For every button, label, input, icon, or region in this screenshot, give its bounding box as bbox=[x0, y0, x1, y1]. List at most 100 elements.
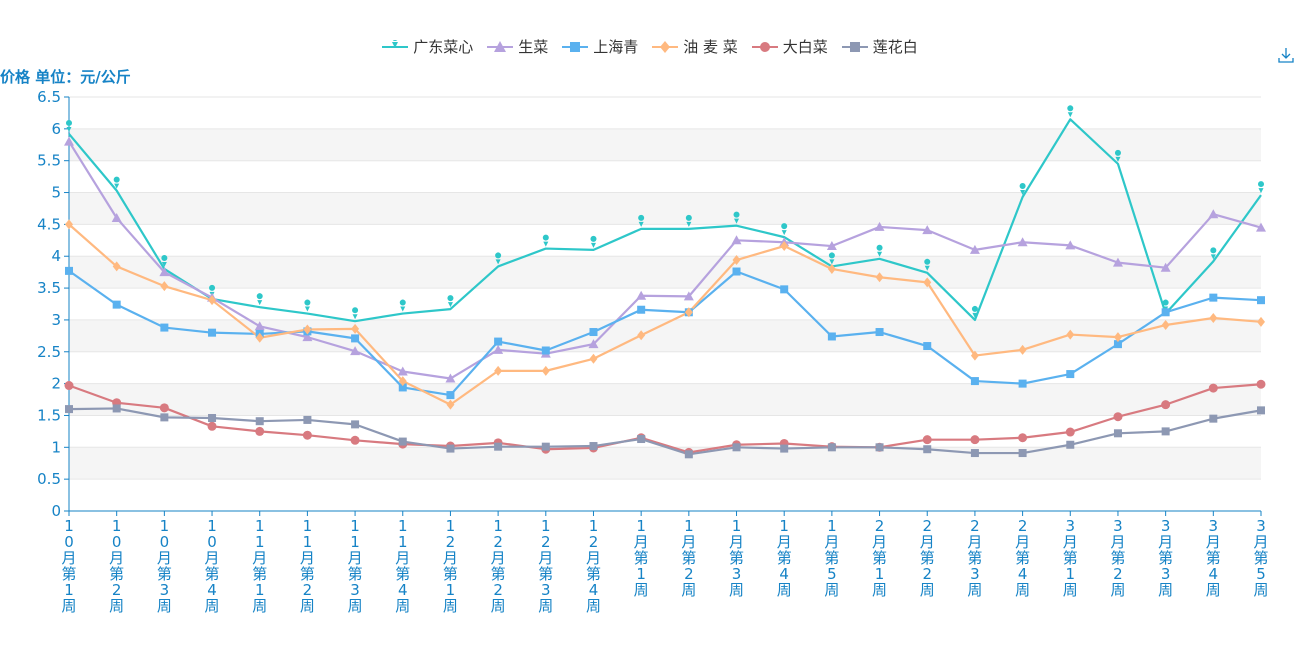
data-point-1 bbox=[1017, 237, 1028, 247]
data-point-1 bbox=[874, 221, 885, 231]
data-point-1 bbox=[683, 291, 694, 301]
y-tick-label: 5 bbox=[51, 184, 61, 202]
data-point-5 bbox=[923, 445, 932, 454]
data-point-3 bbox=[589, 353, 598, 364]
data-point-2 bbox=[65, 266, 73, 275]
x-tick-label: 1 0 月第 1 周 bbox=[61, 517, 76, 615]
x-tick-label: 1 月第 1 周 bbox=[634, 517, 649, 599]
data-point-5 bbox=[1018, 449, 1027, 458]
legend-item[interactable]: 油 麦 菜 bbox=[652, 36, 738, 57]
data-point-4 bbox=[64, 381, 74, 391]
grid-band bbox=[69, 447, 1261, 480]
data-point-0 bbox=[781, 223, 788, 236]
y-tick-label: 4 bbox=[51, 247, 61, 265]
x-tick-label: 2 月第 3 周 bbox=[967, 517, 982, 599]
data-point-2 bbox=[160, 323, 169, 332]
data-point-2 bbox=[780, 285, 789, 294]
legend-item[interactable]: 莲花白 bbox=[841, 36, 918, 57]
data-point-3 bbox=[1209, 313, 1218, 324]
chart-legend: 广东菜心 生菜 上海青 油 麦 菜 大白菜 莲花白 bbox=[0, 36, 1300, 57]
data-point-0 bbox=[1258, 181, 1265, 194]
data-point-2 bbox=[923, 342, 932, 351]
y-axis-unit-label: 价格 单位：元/公斤 bbox=[0, 68, 131, 86]
series-line-1 bbox=[68, 141, 1262, 380]
data-point-1 bbox=[1160, 262, 1171, 272]
x-tick-label: 2 月第 4 周 bbox=[1015, 517, 1030, 599]
data-point-1 bbox=[731, 235, 742, 245]
y-tick-label: 4.5 bbox=[37, 215, 61, 233]
data-point-0 bbox=[828, 252, 835, 265]
legend-label: 广东菜心 bbox=[413, 38, 474, 56]
data-point-1 bbox=[111, 213, 122, 223]
x-tick-label: 1 1 月第 3 周 bbox=[348, 517, 363, 615]
data-point-0 bbox=[1019, 182, 1026, 195]
data-point-5 bbox=[160, 413, 169, 422]
data-point-0 bbox=[161, 254, 168, 267]
x-tick-label: 3 月第 1 周 bbox=[1063, 517, 1078, 599]
data-point-0 bbox=[66, 119, 73, 132]
data-point-0 bbox=[924, 258, 931, 271]
data-point-4 bbox=[922, 435, 932, 445]
legend-item[interactable]: 上海青 bbox=[562, 36, 638, 57]
legend-item[interactable]: 生菜 bbox=[487, 36, 548, 57]
data-point-0 bbox=[447, 295, 454, 308]
data-point-0 bbox=[256, 293, 263, 306]
data-point-2 bbox=[1161, 308, 1170, 317]
data-point-1 bbox=[445, 373, 456, 383]
x-tick-label: 1 月第 5 周 bbox=[824, 517, 839, 599]
data-point-4 bbox=[1065, 427, 1075, 437]
x-tick-label: 1 月第 3 周 bbox=[729, 517, 744, 599]
data-point-2 bbox=[1018, 379, 1027, 388]
data-point-1 bbox=[493, 344, 504, 354]
legend-item[interactable]: 大白菜 bbox=[751, 36, 828, 57]
data-point-1 bbox=[1112, 257, 1123, 267]
x-tick-label: 1 2 月第 1 周 bbox=[443, 517, 458, 615]
data-point-3 bbox=[494, 365, 503, 376]
y-tick-label: 3.5 bbox=[37, 279, 61, 297]
data-point-5 bbox=[255, 417, 264, 426]
data-point-1 bbox=[1256, 222, 1266, 232]
data-point-2 bbox=[970, 377, 979, 386]
x-tick-label: 1 1 月第 1 周 bbox=[252, 517, 267, 615]
x-tick-label: 3 月第 5 周 bbox=[1253, 517, 1268, 599]
data-point-4 bbox=[159, 403, 169, 413]
data-point-3 bbox=[684, 307, 693, 318]
y-tick-label: 2.5 bbox=[37, 343, 61, 361]
data-point-5 bbox=[732, 443, 741, 452]
data-point-0 bbox=[590, 235, 597, 248]
data-point-3 bbox=[208, 295, 217, 306]
legend-label: 上海青 bbox=[593, 38, 639, 56]
x-tick-label: 1 0 月第 3 周 bbox=[157, 517, 172, 615]
legend-swatch bbox=[382, 39, 409, 48]
grid-band bbox=[69, 128, 1261, 161]
data-point-2 bbox=[1209, 293, 1218, 302]
data-point-1 bbox=[64, 136, 74, 146]
legend-label: 大白菜 bbox=[782, 38, 828, 56]
legend-item[interactable]: 广东菜心 bbox=[382, 36, 473, 57]
data-point-4 bbox=[207, 421, 217, 431]
data-point-0 bbox=[304, 299, 311, 312]
data-point-5 bbox=[351, 420, 360, 429]
data-point-3 bbox=[637, 330, 646, 341]
data-point-0 bbox=[971, 305, 978, 318]
data-point-5 bbox=[827, 443, 836, 452]
data-point-5 bbox=[112, 404, 121, 413]
data-point-1 bbox=[588, 339, 599, 349]
data-point-5 bbox=[65, 405, 73, 414]
data-point-2 bbox=[1066, 370, 1075, 379]
y-tick-label: 1.5 bbox=[37, 406, 61, 424]
data-point-5 bbox=[1209, 414, 1218, 423]
grid-band bbox=[69, 192, 1261, 225]
data-point-1 bbox=[159, 267, 170, 277]
x-tick-label: 1 0 月第 4 周 bbox=[205, 517, 220, 615]
data-point-3 bbox=[160, 281, 169, 292]
x-tick-label: 1 2 月第 4 周 bbox=[586, 517, 601, 615]
data-point-1 bbox=[969, 244, 980, 254]
data-point-2 bbox=[827, 332, 836, 341]
download-icon[interactable] bbox=[1277, 46, 1295, 64]
data-point-5 bbox=[1066, 440, 1075, 449]
y-tick-label: 6 bbox=[51, 120, 61, 138]
y-tick-label: 5.5 bbox=[37, 152, 61, 170]
data-point-4 bbox=[1113, 412, 1123, 422]
data-point-3 bbox=[732, 255, 741, 266]
